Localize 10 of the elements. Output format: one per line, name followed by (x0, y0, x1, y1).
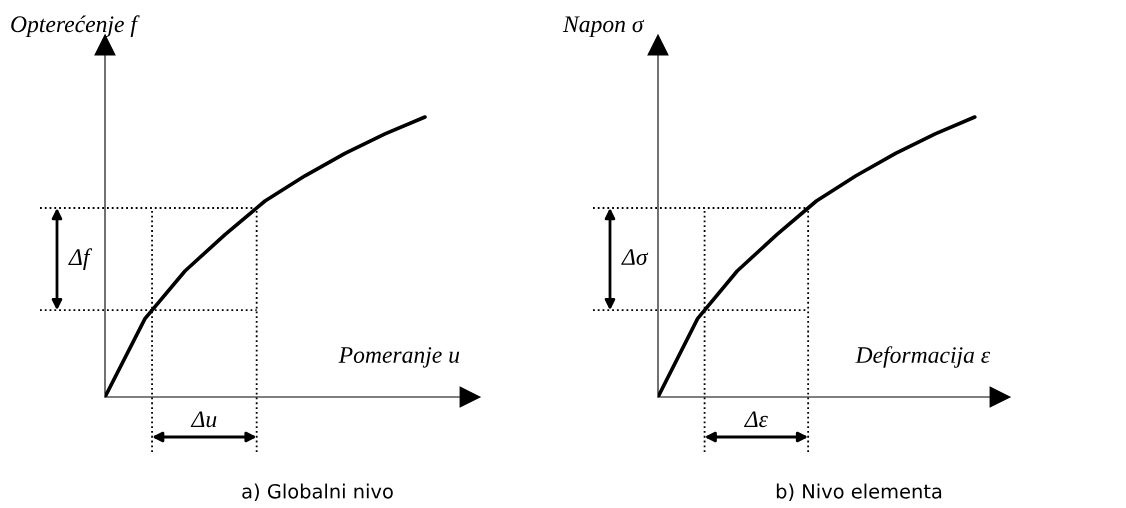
text: Δf (68, 248, 93, 270)
x-axis-title: Pomeranje u (338, 347, 460, 368)
y-axis-title: Opterećenje f (11, 15, 140, 37)
text: Δu (190, 411, 217, 428)
x-axis-title: Deformacija ε (855, 346, 991, 368)
text: b) Nivo elementa (776, 483, 942, 501)
text: Δε (744, 411, 768, 428)
y-axis-title: Napon σ (562, 16, 645, 37)
text: Δσ (621, 249, 649, 266)
text: a) Globalni nivo (242, 483, 393, 501)
